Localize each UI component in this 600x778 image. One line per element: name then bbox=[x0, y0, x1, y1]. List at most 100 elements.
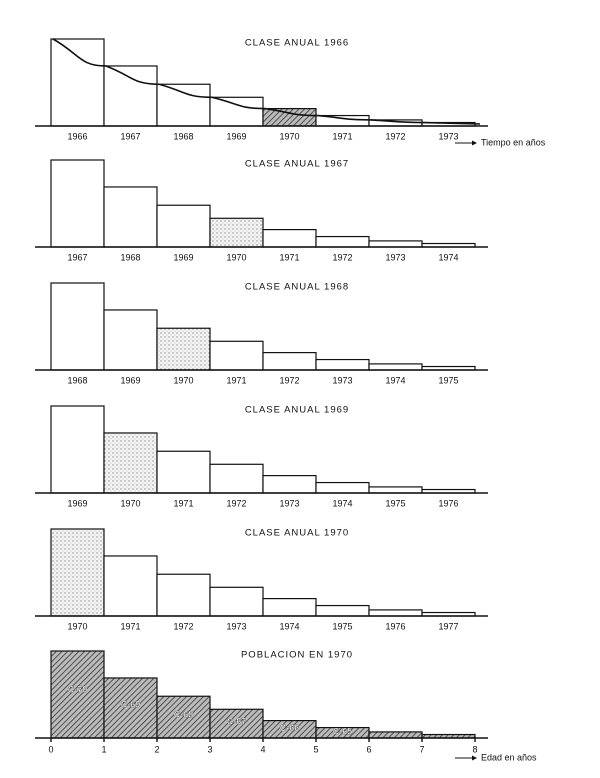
x-tick-label: 1970 bbox=[226, 252, 246, 262]
bar bbox=[156, 204, 211, 248]
x-tick-label: 1975 bbox=[438, 375, 458, 385]
bar bbox=[368, 363, 423, 371]
bar bbox=[103, 555, 158, 617]
bar bbox=[262, 352, 317, 371]
x-tick-label: 1972 bbox=[385, 131, 405, 141]
bar bbox=[262, 229, 317, 248]
bar bbox=[156, 695, 211, 739]
x-tick-label: 1969 bbox=[120, 375, 140, 385]
x-tick-label: 4 bbox=[260, 744, 265, 754]
bar bbox=[50, 528, 105, 617]
x-tick-label: 0 bbox=[48, 744, 53, 754]
x-tick-label: 1966 bbox=[67, 131, 87, 141]
chart-title: CLASE ANUAL 1969 bbox=[245, 405, 349, 416]
bar bbox=[368, 609, 423, 617]
x-tick-label: 1973 bbox=[226, 621, 246, 631]
x-tick-label: 1969 bbox=[226, 131, 246, 141]
chart-title: CLASE ANUAL 1966 bbox=[245, 38, 349, 49]
bar bbox=[50, 159, 105, 248]
x-tick-label: 1975 bbox=[332, 621, 352, 631]
x-tick-label: 3 bbox=[207, 744, 212, 754]
bar bbox=[50, 405, 105, 494]
bar bbox=[209, 217, 264, 248]
x-tick-label: 1969 bbox=[173, 252, 193, 262]
x-tick-label: 1 bbox=[101, 744, 106, 754]
x-tick-label: 1976 bbox=[438, 498, 458, 508]
bar bbox=[209, 463, 264, 494]
x-axis-label: Tiempo en años bbox=[481, 137, 546, 147]
x-tick-label: 1971 bbox=[279, 252, 299, 262]
bar bbox=[262, 475, 317, 494]
x-tick-label: 1973 bbox=[279, 498, 299, 508]
x-tick-label: 1972 bbox=[332, 252, 352, 262]
x-tick-label: 1972 bbox=[173, 621, 193, 631]
x-tick-label: 1971 bbox=[332, 131, 352, 141]
bar-label: C-66 bbox=[280, 723, 300, 733]
bar-label: C-68 bbox=[174, 709, 194, 719]
chart-title: CLASE ANUAL 1968 bbox=[245, 282, 349, 293]
x-tick-label: 1970 bbox=[279, 131, 299, 141]
bar bbox=[315, 358, 370, 371]
bar bbox=[103, 432, 158, 494]
x-tick-label: 1972 bbox=[226, 498, 246, 508]
x-tick-label: 1974 bbox=[279, 621, 299, 631]
bar bbox=[50, 650, 105, 739]
x-tick-label: 7 bbox=[419, 744, 424, 754]
x-tick-label: 1974 bbox=[332, 498, 352, 508]
x-tick-label: 1976 bbox=[385, 621, 405, 631]
bar bbox=[315, 481, 370, 494]
x-tick-label: 1974 bbox=[438, 252, 458, 262]
bar bbox=[50, 282, 105, 371]
bar-label: C-67 bbox=[227, 717, 247, 727]
x-tick-label: 1971 bbox=[120, 621, 140, 631]
x-tick-label: 6 bbox=[366, 744, 371, 754]
x-tick-label: 1970 bbox=[173, 375, 193, 385]
trend-curve bbox=[52, 38, 481, 125]
arrow-head bbox=[472, 140, 477, 146]
chart-title: POBLACION EN 1970 bbox=[241, 650, 353, 661]
x-tick-label: 1967 bbox=[120, 131, 140, 141]
x-tick-label: 1971 bbox=[173, 498, 193, 508]
bar bbox=[315, 604, 370, 617]
x-tick-label: 1977 bbox=[438, 621, 458, 631]
bar bbox=[315, 114, 370, 127]
x-tick-label: 1969 bbox=[67, 498, 87, 508]
x-tick-label: 8 bbox=[472, 744, 477, 754]
x-tick-label: 2 bbox=[154, 744, 159, 754]
bar bbox=[315, 235, 370, 248]
bar bbox=[368, 486, 423, 494]
bar bbox=[156, 450, 211, 494]
bar bbox=[368, 731, 423, 739]
bar bbox=[103, 309, 158, 371]
bar-label: C-69 bbox=[121, 699, 141, 709]
bar bbox=[156, 327, 211, 371]
bar bbox=[209, 586, 264, 617]
x-tick-label: 1974 bbox=[385, 375, 405, 385]
bar bbox=[262, 107, 317, 127]
x-tick-label: 1975 bbox=[385, 498, 405, 508]
bar bbox=[209, 96, 264, 127]
x-tick-label: 1973 bbox=[385, 252, 405, 262]
x-tick-label: 1968 bbox=[120, 252, 140, 262]
x-tick-label: 1970 bbox=[120, 498, 140, 508]
bar bbox=[209, 340, 264, 371]
x-tick-label: 1973 bbox=[332, 375, 352, 385]
arrow-head bbox=[472, 755, 477, 761]
x-tick-label: 1970 bbox=[67, 621, 87, 631]
bar bbox=[368, 240, 423, 248]
bar bbox=[156, 573, 211, 617]
chart-title: CLASE ANUAL 1967 bbox=[245, 159, 349, 170]
bar-label: C-65 bbox=[333, 727, 353, 737]
x-tick-label: 1972 bbox=[279, 375, 299, 385]
x-tick-label: 1968 bbox=[67, 375, 87, 385]
x-tick-label: 1968 bbox=[173, 131, 193, 141]
bar bbox=[103, 186, 158, 248]
bar bbox=[50, 38, 105, 127]
x-tick-label: 1973 bbox=[438, 131, 458, 141]
chart-title: CLASE ANUAL 1970 bbox=[245, 528, 349, 539]
bar bbox=[103, 65, 158, 127]
x-axis-label: Edad en años bbox=[481, 752, 537, 762]
bar bbox=[262, 597, 317, 617]
x-tick-label: 5 bbox=[313, 744, 318, 754]
